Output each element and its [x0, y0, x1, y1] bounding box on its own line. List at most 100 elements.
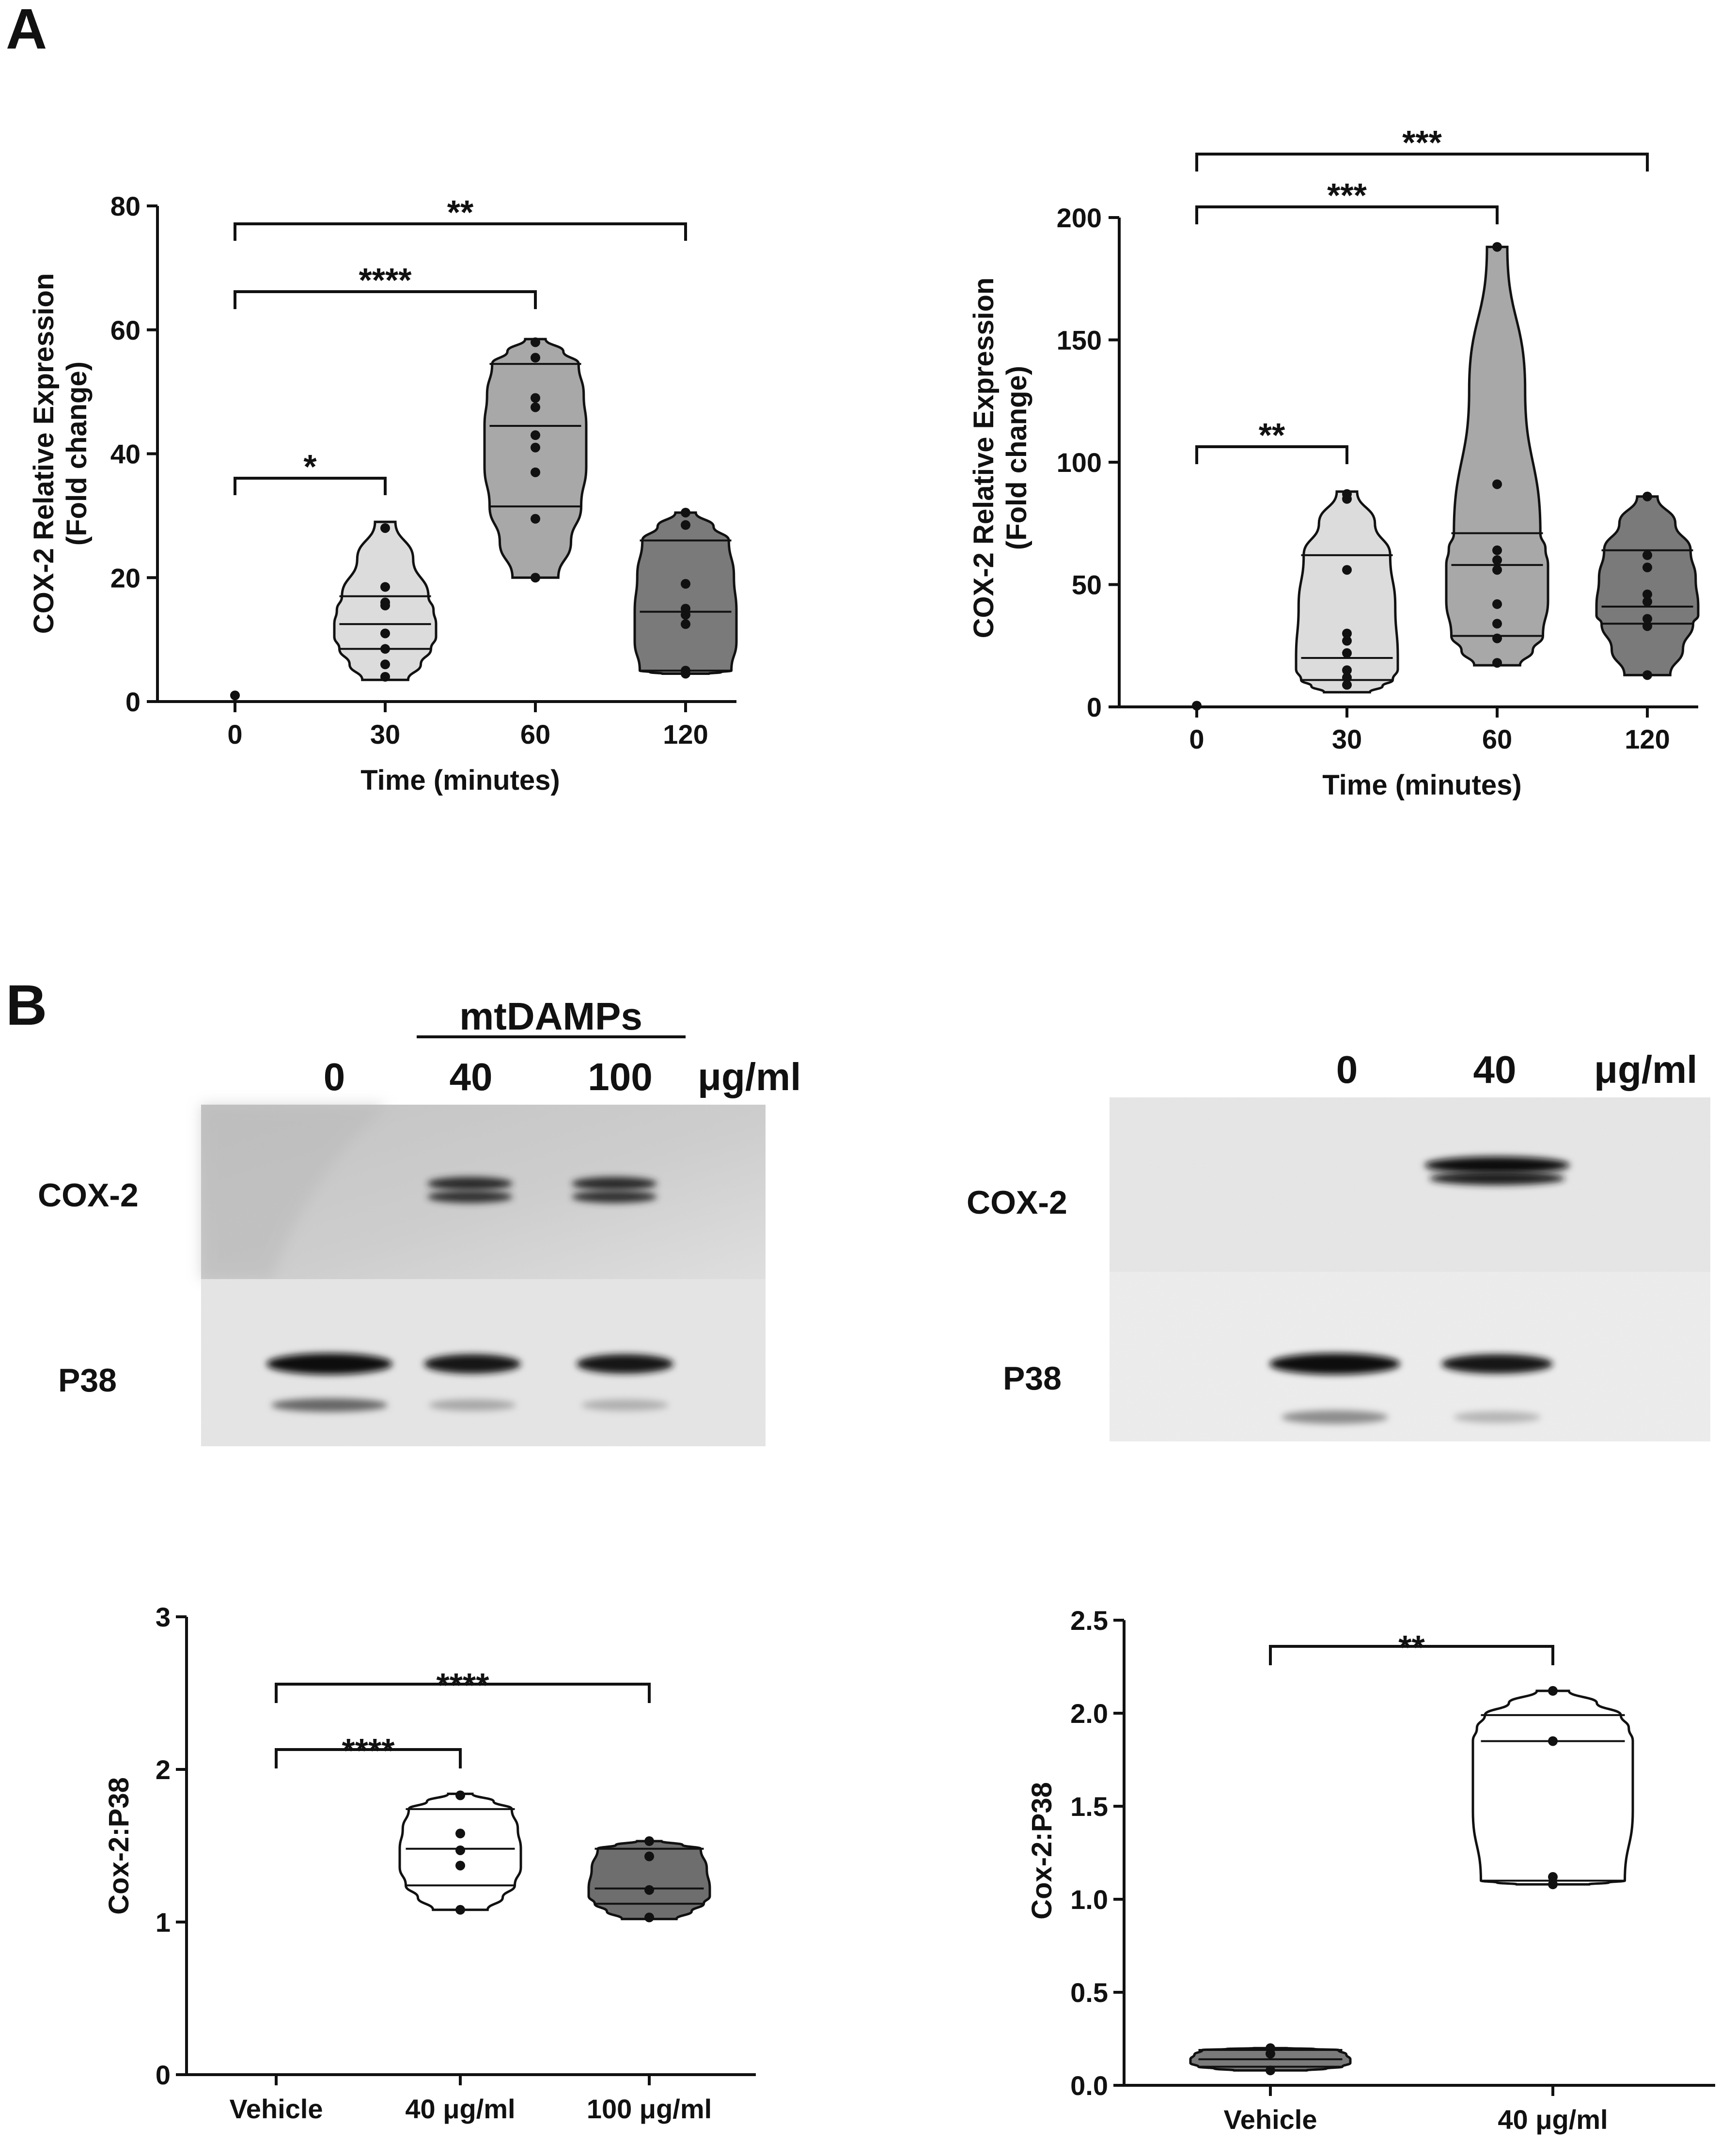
row-label-cox2: COX-2 [967, 1184, 1067, 1221]
row-label-p38: P38 [1003, 1360, 1062, 1397]
data-point [1342, 648, 1352, 658]
data-point [1342, 672, 1352, 683]
data-point [531, 573, 540, 583]
data-point [531, 402, 540, 412]
x-tick-label: 120 [1625, 724, 1670, 754]
cox2-band-lane-40-lower [427, 1190, 513, 1203]
y-tick-label: 2.0 [1070, 1698, 1108, 1729]
significance-label: **** [359, 261, 412, 299]
data-point [1642, 550, 1652, 560]
data-point [1548, 1686, 1558, 1696]
data-point [1642, 670, 1652, 680]
data-point [681, 610, 690, 620]
y-tick-label: 60 [110, 315, 141, 345]
data-point [380, 659, 390, 670]
significance-bracket [275, 1748, 462, 1768]
y-tick-label: 1.0 [1070, 1884, 1108, 1915]
p38-band-lane-0 [1269, 1353, 1400, 1375]
data-point [531, 353, 540, 363]
data-point [531, 467, 540, 477]
data-point [644, 1885, 654, 1895]
significance-bracket [1269, 1645, 1554, 1665]
p38-band-lane-40-lower [429, 1399, 516, 1411]
data-point [1492, 242, 1502, 252]
data-point [230, 690, 240, 701]
data-point [1192, 701, 1202, 711]
data-point [681, 669, 690, 679]
violin [587, 1840, 711, 1921]
y-tick-label: 20 [110, 563, 141, 593]
panel-b-label: B [6, 973, 47, 1037]
panel-a-label: A [6, 0, 47, 61]
data-point [380, 672, 390, 682]
x-tick-label: 30 [1332, 724, 1362, 754]
data-point [1642, 563, 1652, 573]
data-point [1642, 621, 1652, 631]
cox2-band-lane-40-lower [1429, 1172, 1565, 1185]
data-point [1548, 1872, 1558, 1882]
data-point [1642, 596, 1652, 607]
significance-label: ** [1398, 1628, 1425, 1666]
p38-band-lane-100 [577, 1354, 673, 1374]
violin [483, 338, 588, 579]
data-point [1266, 2048, 1275, 2059]
data-point [1492, 555, 1502, 565]
x-tick-label: 40 μg/ml [405, 2094, 515, 2124]
lane-label-40: 40 [450, 1055, 493, 1098]
x-tick-label: 60 [1482, 724, 1512, 754]
p38-band-lane-0-lower [1282, 1410, 1388, 1424]
x-axis-title: Time (minutes) [360, 765, 560, 796]
unit-label: μg/ml [1594, 1048, 1697, 1091]
x-axis-title: Time (minutes) [1322, 769, 1521, 801]
y-axis-title: Cox-2:P38 [103, 1777, 135, 1915]
data-point [681, 520, 690, 530]
data-point [1342, 636, 1352, 646]
data-point [1492, 633, 1502, 643]
data-point [531, 514, 540, 524]
cox2-membrane-grain [1110, 1097, 1710, 1272]
unit-label: μg/ml [698, 1055, 801, 1098]
data-point [1642, 614, 1652, 624]
data-point [380, 582, 390, 592]
x-tick-label: 60 [520, 719, 550, 750]
significance-label: *** [1402, 124, 1442, 161]
data-point [380, 644, 390, 654]
mtdamps-label: mtDAMPs [459, 995, 642, 1038]
data-point [1492, 565, 1502, 575]
significance-label: **** [342, 1732, 395, 1769]
data-point [681, 507, 690, 517]
data-point [531, 393, 540, 403]
significance-bracket [1195, 205, 1499, 224]
data-point [1492, 479, 1502, 489]
cox2-band-lane-100-lower [572, 1190, 657, 1203]
data-point [1342, 494, 1352, 504]
y-tick-label: 200 [1057, 203, 1102, 233]
y-axis-title: Cox-2:P38 [1026, 1782, 1058, 1920]
cox2-band-lane-40-upper [427, 1177, 513, 1190]
data-point [1342, 665, 1352, 675]
significance-label: ** [1259, 416, 1285, 454]
data-point [531, 430, 540, 440]
y-tick-label: 1 [156, 1907, 171, 1938]
y-tick-label: 0 [125, 687, 141, 717]
data-point [1642, 589, 1652, 599]
data-point [644, 1912, 654, 1923]
chart-a-right: 0 50 100 150 200 0 30 60 120 Time (minutes) COX-2 … [968, 124, 1700, 801]
y-axis-title: COX-2 Relative Expression [28, 273, 60, 634]
significance-bracket [275, 1683, 651, 1703]
y-tick-label: 80 [110, 191, 141, 221]
data-point [455, 1861, 465, 1871]
x-tick-label: 0 [227, 719, 242, 750]
data-point [1342, 565, 1352, 575]
significance-bracket [234, 477, 387, 495]
violin [1471, 1689, 1634, 1886]
data-point [455, 1905, 465, 1915]
x-tick-label: Vehicle [229, 2094, 323, 2124]
data-point [1342, 680, 1352, 690]
p38-band-lane-0 [266, 1353, 392, 1375]
data-point [644, 1836, 654, 1846]
data-point [380, 523, 390, 533]
p38-band-lane-40 [424, 1354, 521, 1374]
cox2-band-lane-100-upper [572, 1177, 657, 1190]
data-point [380, 628, 390, 639]
